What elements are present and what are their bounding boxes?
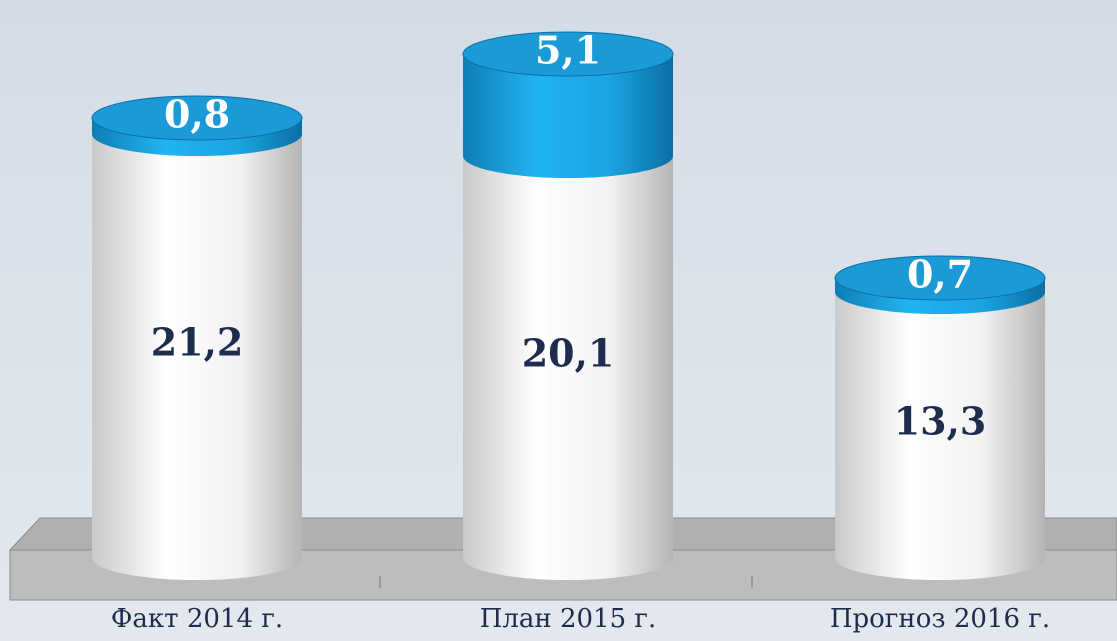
data-label: 13,3	[894, 399, 987, 444]
segment-body	[835, 292, 1045, 580]
segment-cap	[834, 255, 1046, 301]
cylinder-segment	[835, 292, 1045, 580]
x-tick-label: Факт 2014 г.	[111, 604, 283, 634]
segment-body	[463, 54, 673, 178]
cylinder-segment	[91, 95, 303, 156]
segment-cap	[462, 31, 674, 77]
data-label: 20,1	[522, 331, 615, 376]
cylinder-segment	[834, 255, 1046, 314]
bars	[91, 31, 1046, 580]
cylinder-segment	[462, 31, 674, 178]
data-label: 0,7	[907, 252, 973, 297]
x-tick-label: План 2015 г.	[480, 604, 657, 634]
segment-body	[92, 134, 302, 580]
x-tick-label: Прогноз 2016 г.	[830, 604, 1050, 634]
data-label: 5,1	[535, 28, 601, 73]
data-label: 21,2	[151, 320, 244, 365]
segment-cap	[91, 95, 303, 141]
cylinder-segment	[92, 134, 302, 580]
data-label: 0,8	[164, 92, 230, 137]
segment-body	[463, 156, 673, 580]
cylinder-segment	[463, 156, 673, 580]
